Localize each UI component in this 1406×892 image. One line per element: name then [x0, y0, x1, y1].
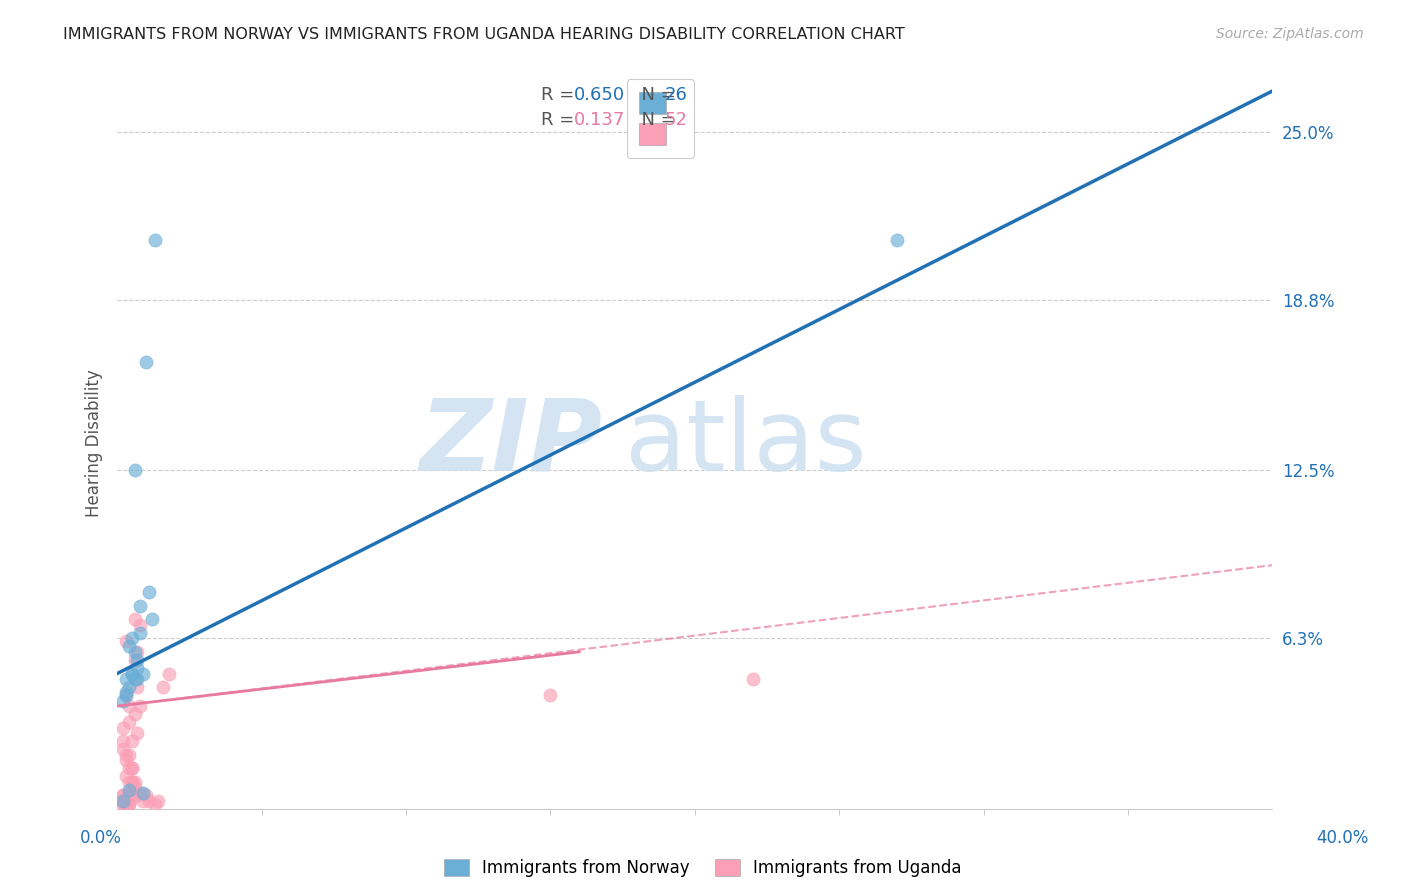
Point: [115, 688, 138, 702]
Point: [115, 770, 138, 784]
Legend: Immigrants from Norway, Immigrants from Uganda: Immigrants from Norway, Immigrants from …: [437, 852, 969, 884]
Point: [121, 775, 143, 789]
Point: [118, 747, 141, 762]
Point: [141, 612, 163, 626]
Text: IMMIGRANTS FROM NORWAY VS IMMIGRANTS FROM UGANDA HEARING DISABILITY CORRELATION : IMMIGRANTS FROM NORWAY VS IMMIGRANTS FRO…: [63, 27, 905, 42]
Point: [124, 612, 146, 626]
Text: 0.650: 0.650: [574, 87, 624, 104]
Point: [124, 780, 146, 795]
Point: [115, 685, 138, 699]
Point: [111, 789, 134, 803]
Point: [121, 761, 143, 775]
Point: [127, 789, 149, 803]
Point: [135, 789, 157, 803]
Point: [121, 783, 143, 797]
Point: [118, 640, 141, 654]
Point: [127, 661, 149, 675]
Text: N =: N =: [630, 112, 682, 129]
Point: [124, 645, 146, 659]
Point: [129, 599, 152, 613]
Point: [143, 233, 166, 247]
Point: [129, 617, 152, 632]
Point: [121, 775, 143, 789]
Point: [115, 797, 138, 811]
Text: Source: ZipAtlas.com: Source: ZipAtlas.com: [1216, 27, 1364, 41]
Point: [118, 797, 141, 811]
Point: [143, 797, 166, 811]
Point: [111, 693, 134, 707]
Y-axis label: Hearing Disability: Hearing Disability: [86, 369, 103, 517]
Point: [121, 666, 143, 681]
Legend: , : ,: [627, 79, 693, 158]
Point: [127, 726, 149, 740]
Point: [121, 666, 143, 681]
Point: [146, 794, 169, 808]
Point: [118, 797, 141, 811]
Text: R =: R =: [541, 112, 586, 129]
Point: [115, 791, 138, 805]
Text: 0.0%: 0.0%: [80, 829, 122, 847]
Point: [118, 680, 141, 694]
Point: [121, 791, 143, 805]
Point: [127, 680, 149, 694]
Point: [118, 715, 141, 730]
Point: [132, 794, 155, 808]
Point: [538, 688, 561, 702]
Text: 26: 26: [665, 87, 688, 104]
Point: [129, 699, 152, 714]
Point: [118, 783, 141, 797]
Text: 52: 52: [665, 112, 688, 129]
Point: [118, 761, 141, 775]
Text: ZIP: ZIP: [419, 395, 602, 491]
Point: [135, 355, 157, 369]
Point: [111, 742, 134, 756]
Point: [132, 666, 155, 681]
Point: [741, 672, 763, 686]
Point: [132, 786, 155, 800]
Point: [127, 645, 149, 659]
Point: [111, 789, 134, 803]
Point: [121, 734, 143, 748]
Point: [115, 634, 138, 648]
Point: [115, 753, 138, 767]
Point: [129, 626, 152, 640]
Point: [111, 734, 134, 748]
Point: [127, 653, 149, 667]
Point: [121, 786, 143, 800]
Point: [118, 699, 141, 714]
Point: [121, 761, 143, 775]
Point: [115, 747, 138, 762]
Point: [111, 797, 134, 811]
Point: [886, 233, 908, 247]
Point: [138, 585, 160, 599]
Point: [152, 680, 174, 694]
Point: [115, 672, 138, 686]
Point: [138, 794, 160, 808]
Point: [124, 672, 146, 686]
Point: [115, 794, 138, 808]
Point: [118, 775, 141, 789]
Text: atlas: atlas: [626, 395, 868, 491]
Point: [115, 794, 138, 808]
Point: [124, 653, 146, 667]
Point: [124, 775, 146, 789]
Point: [111, 797, 134, 811]
Text: 0.137: 0.137: [574, 112, 626, 129]
Point: [129, 786, 152, 800]
Point: [121, 632, 143, 646]
Point: [127, 672, 149, 686]
Text: R =: R =: [541, 87, 581, 104]
Point: [111, 721, 134, 735]
Point: [111, 794, 134, 808]
Point: [157, 666, 180, 681]
Text: N =: N =: [630, 87, 682, 104]
Text: 40.0%: 40.0%: [1316, 829, 1369, 847]
Point: [124, 463, 146, 477]
Point: [115, 688, 138, 702]
Point: [124, 707, 146, 722]
